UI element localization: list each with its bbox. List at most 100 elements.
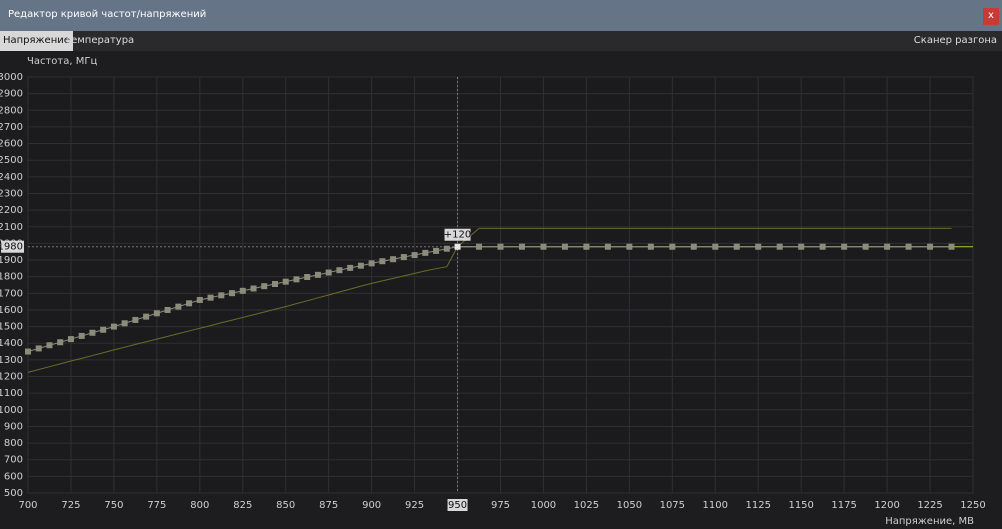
y-tick-label: 1600 — [0, 305, 23, 316]
x-tick-label: 1050 — [617, 500, 642, 511]
curve-point — [561, 243, 568, 250]
y-tick-label: 500 — [4, 488, 23, 499]
x-tick-label: 750 — [104, 500, 123, 511]
cursor-label-bg — [444, 228, 471, 241]
curve-point — [604, 243, 611, 250]
curve-point — [67, 336, 74, 343]
y-tick-label: 1300 — [0, 355, 23, 366]
tab[interactable]: Температура — [65, 35, 135, 46]
curve-point — [454, 243, 461, 250]
x-tick-label: 800 — [190, 500, 209, 511]
curve-point — [400, 254, 407, 261]
series-line — [27, 227, 952, 373]
y-tick-label: 1200 — [0, 372, 23, 383]
curve-point — [271, 281, 278, 288]
title-bar: Редактор кривой частот/напряжений x — [0, 0, 1002, 31]
curve-point — [153, 310, 160, 317]
curve-point — [368, 260, 375, 267]
x-tick-label: 875 — [319, 500, 338, 511]
y-tick-label: 700 — [4, 455, 23, 466]
curve-point — [304, 274, 311, 281]
curve-point — [218, 292, 225, 299]
curve-point — [948, 243, 955, 250]
curve-point — [690, 243, 697, 250]
cursor-x-label: 950 — [448, 500, 467, 511]
cursor-y-bg — [1, 240, 24, 253]
curve-point — [250, 285, 257, 292]
y-tick-label: 1000 — [0, 405, 23, 416]
curve-point — [110, 323, 117, 330]
curve-point — [411, 252, 418, 259]
y-tick-label: 2700 — [0, 122, 23, 133]
x-tick-label: 1150 — [788, 500, 813, 511]
curve-point — [862, 243, 869, 250]
x-tick-label: 900 — [362, 500, 381, 511]
x-tick-label: 1100 — [703, 500, 728, 511]
cursor-x-bg — [447, 499, 468, 511]
x-tick-label: 1075 — [660, 500, 685, 511]
curve-point — [164, 306, 171, 313]
y-tick-label: 1100 — [0, 388, 23, 399]
y-tick-label: 600 — [4, 471, 23, 482]
tab[interactable]: Напряжение — [0, 31, 73, 51]
curve-point — [325, 269, 332, 276]
y-tick-label: 2200 — [0, 205, 23, 216]
curve-point — [282, 278, 289, 285]
x-tick-label: 700 — [18, 500, 37, 511]
x-tick-label: 1200 — [874, 500, 899, 511]
y-tick-label: 2900 — [0, 89, 23, 100]
curve-point — [336, 267, 343, 274]
close-button[interactable]: x — [983, 8, 999, 25]
curve-point — [121, 320, 128, 327]
y-tick-label: 3000 — [0, 72, 23, 83]
window-title: Редактор кривой частот/напряжений — [8, 9, 207, 20]
curve-point — [261, 283, 268, 290]
curve-point — [379, 258, 386, 265]
x-tick-label: 1000 — [531, 500, 556, 511]
curve-point — [755, 243, 762, 250]
x-tick-label: 775 — [147, 500, 166, 511]
y-tick-label: 900 — [4, 421, 23, 432]
y-tick-label: 1500 — [0, 322, 23, 333]
x-tick-label: 925 — [405, 500, 424, 511]
y-tick-label: 1900 — [0, 255, 23, 266]
curve-point — [25, 348, 31, 355]
x-tick-label: 825 — [233, 500, 252, 511]
curve-point — [207, 294, 214, 301]
curve-point — [78, 332, 85, 339]
curve-point — [357, 262, 364, 269]
curve-point — [422, 249, 429, 256]
y-tick-label: 1700 — [0, 288, 23, 299]
curve-point — [89, 329, 96, 336]
curve-point — [186, 300, 193, 307]
curve-point — [927, 243, 934, 250]
y-tick-label: 2100 — [0, 222, 23, 233]
scanner-tab[interactable]: Сканер разгона — [913, 35, 997, 46]
chart: 500 600 700 800 900 1000 1100 1200 1300 1400 1500 1… — [0, 56, 986, 527]
curve-point — [239, 287, 246, 294]
curve-point — [443, 245, 450, 252]
y-tick-label: 1400 — [0, 338, 23, 349]
curve-point — [390, 256, 397, 263]
curve-point — [46, 342, 53, 349]
curve-point — [819, 243, 826, 250]
curve-point — [433, 247, 440, 254]
curve-point — [733, 243, 740, 250]
curve-point — [712, 243, 719, 250]
y-tick-label: 2400 — [0, 172, 23, 183]
x-tick-label: 850 — [276, 500, 295, 511]
curve-point — [540, 243, 547, 250]
y-tick-label: 2600 — [0, 139, 23, 150]
x-tick-label: 1250 — [960, 500, 985, 511]
curve-point — [518, 243, 525, 250]
curve-point — [626, 243, 633, 250]
x-tick-label: 725 — [61, 500, 80, 511]
curve-point — [647, 243, 654, 250]
y-tick-label: 2800 — [0, 105, 23, 116]
curve-point — [776, 243, 783, 250]
curve-point — [476, 243, 483, 250]
y-tick-label: 2500 — [0, 155, 23, 166]
cursor-label: +120 — [444, 230, 471, 241]
series-line — [27, 246, 952, 353]
